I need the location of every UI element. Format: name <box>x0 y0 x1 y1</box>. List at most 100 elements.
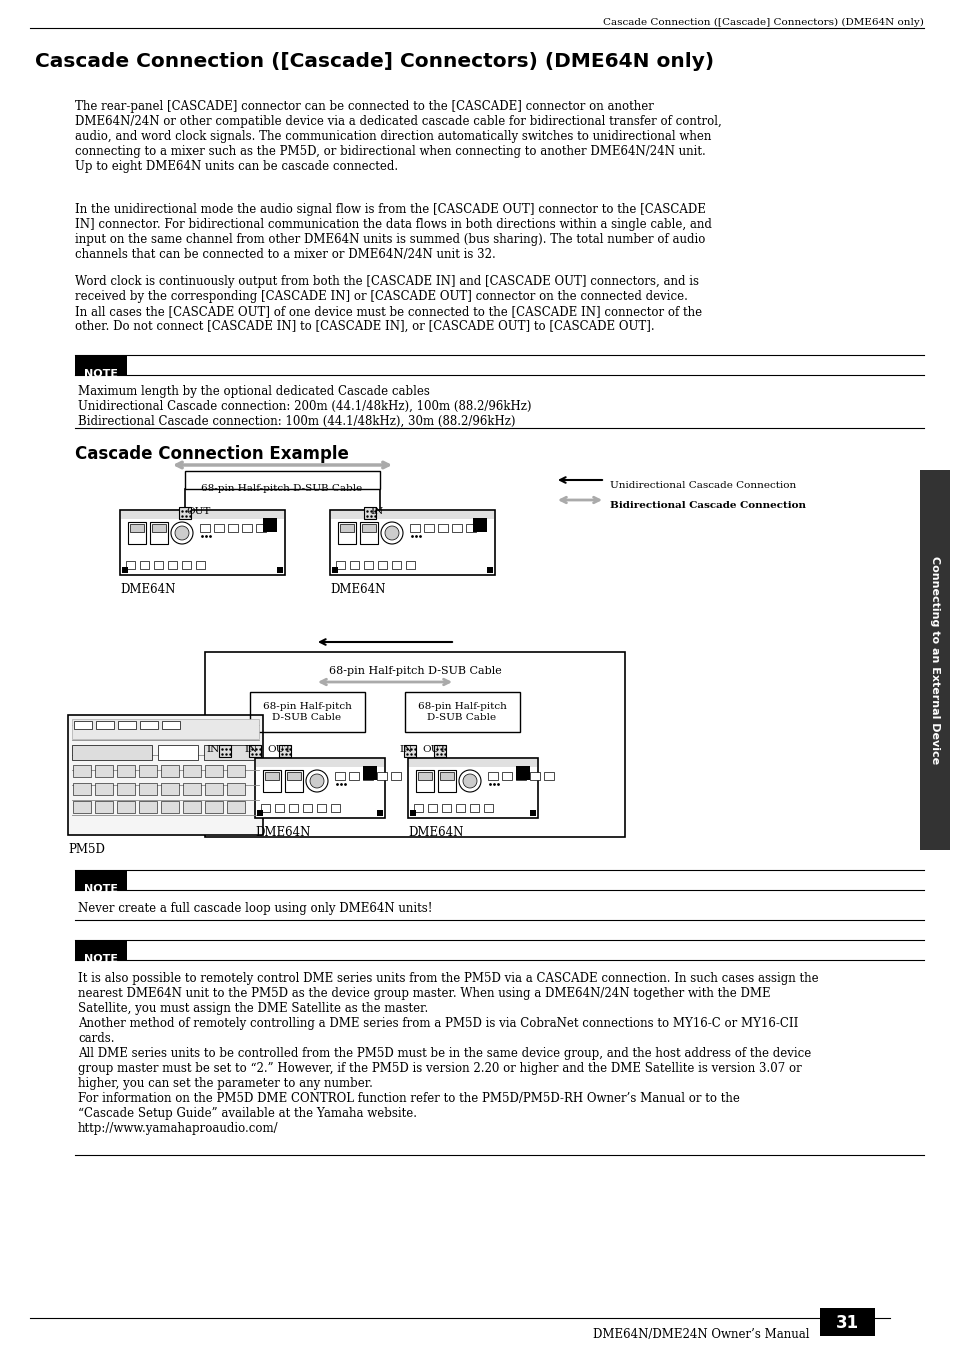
Bar <box>227 765 245 777</box>
Circle shape <box>385 526 398 540</box>
Bar <box>200 524 210 532</box>
Bar <box>179 507 191 519</box>
Text: Cascade Connection ([Cascade] Connectors) (DME64N only): Cascade Connection ([Cascade] Connectors… <box>35 51 714 72</box>
Text: IN: IN <box>370 507 383 516</box>
Text: DME64N: DME64N <box>120 584 175 596</box>
Bar <box>405 692 519 732</box>
Bar <box>75 870 127 890</box>
Text: NOTE: NOTE <box>84 369 118 380</box>
Bar <box>543 771 554 780</box>
Text: The rear-panel [CASCADE] connector can be connected to the [CASCADE] connector o: The rear-panel [CASCADE] connector can b… <box>75 100 721 173</box>
Bar <box>183 784 201 794</box>
Bar <box>158 744 198 761</box>
Bar <box>254 758 385 817</box>
Bar <box>331 511 494 519</box>
Bar <box>516 766 530 780</box>
Bar <box>168 561 177 569</box>
Bar <box>516 771 525 780</box>
Bar <box>139 784 157 794</box>
Bar <box>361 524 375 532</box>
Bar <box>74 721 91 730</box>
Text: Unidirectional Cascade Connection: Unidirectional Cascade Connection <box>609 481 796 489</box>
Circle shape <box>458 770 480 792</box>
Bar <box>183 765 201 777</box>
Bar <box>128 521 146 544</box>
Bar <box>376 811 382 816</box>
Text: IN: IN <box>207 744 220 754</box>
Bar <box>95 765 112 777</box>
Bar <box>363 771 373 780</box>
Bar <box>820 1308 874 1336</box>
Text: NOTE: NOTE <box>84 954 118 965</box>
Bar <box>276 567 283 573</box>
Bar <box>263 770 281 792</box>
Text: DME64N/DME24N Owner’s Manual: DME64N/DME24N Owner’s Manual <box>593 1328 809 1342</box>
Text: Word clock is continuously output from both the [CASCADE IN] and [CASCADE OUT] c: Word clock is continuously output from b… <box>75 276 701 332</box>
Bar <box>473 517 486 532</box>
Bar <box>416 770 434 792</box>
Text: OUT: OUT <box>267 744 291 754</box>
Text: OUT: OUT <box>186 507 211 516</box>
Circle shape <box>380 521 402 544</box>
Bar <box>364 561 373 569</box>
Bar <box>274 804 284 812</box>
Bar <box>121 511 284 519</box>
Bar <box>227 801 245 813</box>
Bar <box>406 561 415 569</box>
Text: 31: 31 <box>835 1315 858 1332</box>
Bar <box>470 804 478 812</box>
Bar <box>205 784 223 794</box>
Bar <box>434 744 446 757</box>
Bar <box>227 784 245 794</box>
Bar <box>330 509 495 576</box>
Bar <box>71 744 152 761</box>
Bar <box>289 804 297 812</box>
Bar <box>117 765 135 777</box>
Bar <box>428 804 436 812</box>
Bar <box>335 561 345 569</box>
Bar <box>150 521 168 544</box>
Text: 68-pin Half-pitch
D-SUB Cable: 68-pin Half-pitch D-SUB Cable <box>417 703 506 721</box>
Bar <box>410 811 416 816</box>
Bar <box>377 561 387 569</box>
Bar <box>285 770 303 792</box>
Bar <box>364 507 375 519</box>
Text: Connecting to an External Device: Connecting to an External Device <box>929 557 939 765</box>
Bar <box>139 801 157 813</box>
Bar <box>75 355 127 376</box>
Bar <box>439 771 454 780</box>
Bar <box>118 721 136 730</box>
Text: Bidirectional Cascade Connection: Bidirectional Cascade Connection <box>609 500 805 509</box>
Text: In the unidirectional mode the audio signal flow is from the [CASCADE OUT] conne: In the unidirectional mode the audio sig… <box>75 203 711 261</box>
Bar <box>465 524 476 532</box>
Bar <box>376 771 387 780</box>
Bar <box>73 801 91 813</box>
Text: It is also possible to remotely control DME series units from the PM5D via a CAS: It is also possible to remotely control … <box>78 971 818 1135</box>
Bar <box>75 940 127 961</box>
Bar <box>153 561 163 569</box>
Bar <box>161 801 179 813</box>
Bar <box>205 801 223 813</box>
Bar <box>363 766 376 780</box>
Bar <box>228 524 237 532</box>
Bar <box>391 771 400 780</box>
Bar <box>73 765 91 777</box>
Text: Cascade Connection ([Cascade] Connectors) (DME64N only): Cascade Connection ([Cascade] Connectors… <box>602 18 923 27</box>
Text: PM5D: PM5D <box>68 843 105 857</box>
Bar <box>219 744 231 757</box>
Bar <box>501 771 512 780</box>
Bar <box>161 765 179 777</box>
Bar <box>456 804 464 812</box>
Bar <box>242 524 252 532</box>
Bar <box>250 692 365 732</box>
Bar <box>96 721 113 730</box>
Text: DME64N: DME64N <box>408 825 463 839</box>
Bar <box>349 771 358 780</box>
Bar <box>414 804 422 812</box>
Bar <box>408 758 537 817</box>
Text: DME64N: DME64N <box>254 825 310 839</box>
Bar <box>410 524 419 532</box>
Bar <box>195 561 205 569</box>
Bar <box>255 759 384 767</box>
Bar <box>350 561 358 569</box>
